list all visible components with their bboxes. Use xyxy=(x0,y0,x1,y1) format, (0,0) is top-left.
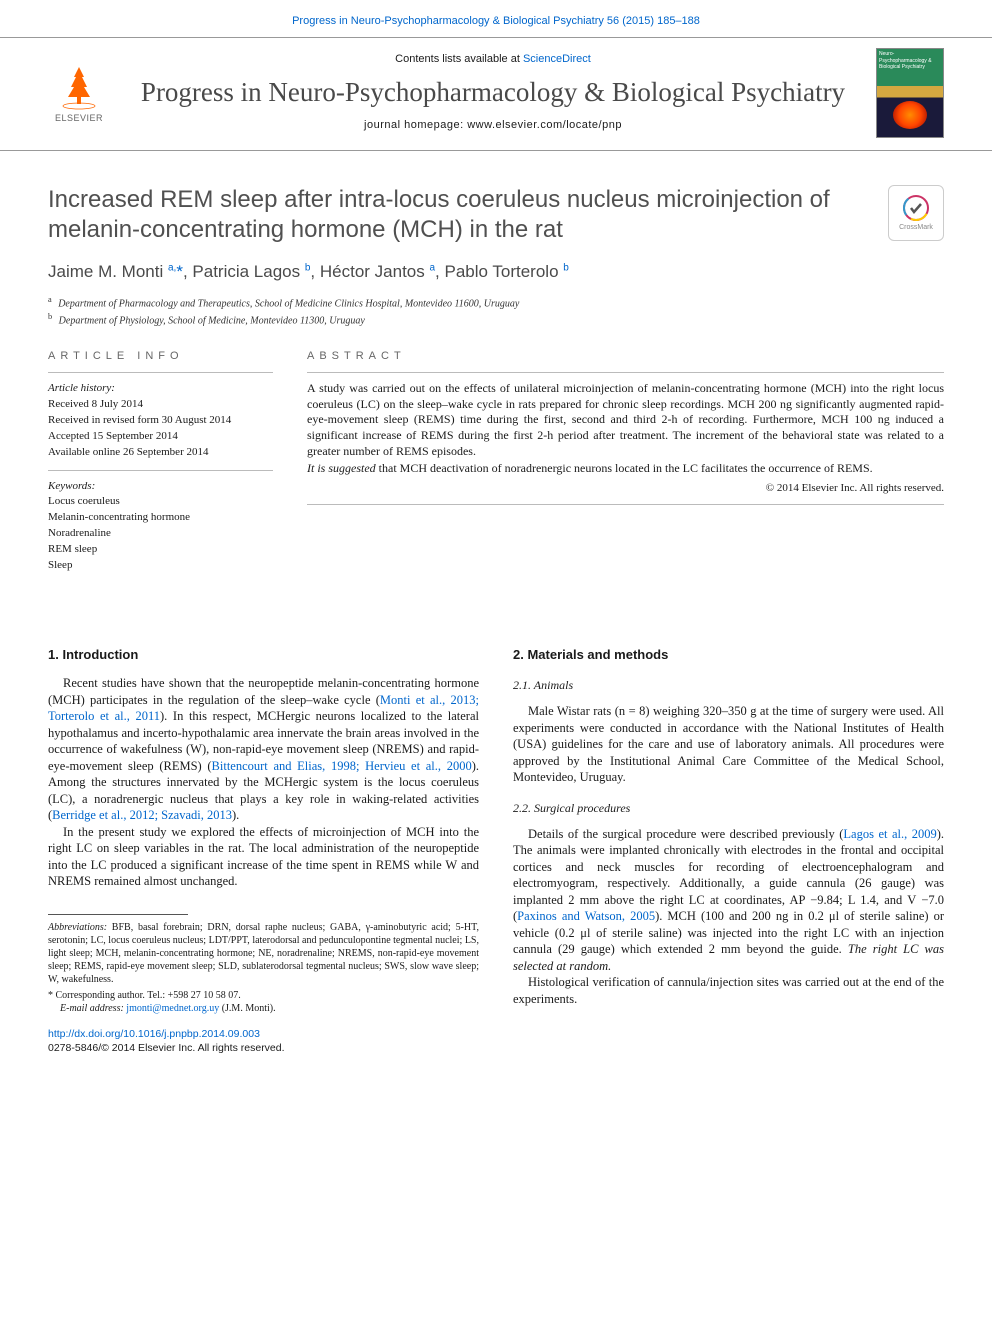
info-divider-top xyxy=(48,372,273,373)
footer: http://dx.doi.org/10.1016/j.pnpbp.2014.0… xyxy=(0,1015,992,1085)
homepage-prefix: journal homepage: xyxy=(364,119,467,131)
history-item: Received in revised form 30 August 2014 xyxy=(48,413,273,428)
abbrev-label: Abbreviations: xyxy=(48,922,107,933)
elsevier-label: ELSEVIER xyxy=(55,112,103,124)
citation-link[interactable]: Bittencourt and Elias, 1998; Hervieu et … xyxy=(212,759,472,773)
article-title: Increased REM sleep after intra-locus co… xyxy=(48,185,868,245)
corresponding-author-footnote: * Corresponding author. Tel.: +598 27 10… xyxy=(48,989,479,1002)
surgical-para-2: Histological verification of cannula/inj… xyxy=(513,974,944,1007)
abstract-para: A study was carried out on the effects o… xyxy=(307,381,944,459)
crossmark-label: CrossMark xyxy=(899,223,933,232)
affiliation-line: a Department of Pharmacology and Therape… xyxy=(48,294,944,311)
history-label: Article history: xyxy=(48,381,273,396)
text: Details of the surgical procedure were d… xyxy=(528,827,843,841)
citation-link[interactable]: Paxinos and Watson, 2005 xyxy=(517,909,655,923)
masthead-center: Contents lists available at ScienceDirec… xyxy=(128,52,858,133)
introduction-heading: 1. Introduction xyxy=(48,646,479,664)
intro-para-2: In the present study we explored the eff… xyxy=(48,824,479,890)
contents-line: Contents lists available at ScienceDirec… xyxy=(128,52,858,67)
crossmark-badge[interactable]: CrossMark xyxy=(888,185,944,241)
affiliation-line: b Department of Physiology, School of Me… xyxy=(48,311,944,328)
masthead: ELSEVIER Contents lists available at Sci… xyxy=(0,37,992,151)
keywords-label: Keywords: xyxy=(48,479,273,494)
right-column: 2. Materials and methods 2.1. Animals Ma… xyxy=(513,646,944,1015)
citation-link[interactable]: Lagos et al., 2009 xyxy=(843,827,936,841)
article-info-panel: ARTICLE INFO Article history: Received 8… xyxy=(48,349,273,573)
history-item: Available online 26 September 2014 xyxy=(48,445,273,460)
journal-name: Progress in Neuro-Psychopharmacology & B… xyxy=(128,77,858,108)
animals-para: Male Wistar rats (n = 8) weighing 320–35… xyxy=(513,703,944,786)
journal-reference-link: Progress in Neuro-Psychopharmacology & B… xyxy=(0,0,992,37)
methods-heading: 2. Materials and methods xyxy=(513,646,944,664)
issn-copyright: 0278-5846/© 2014 Elsevier Inc. All right… xyxy=(48,1042,285,1054)
keyword-item: Sleep xyxy=(48,558,273,573)
article-info-heading: ARTICLE INFO xyxy=(48,349,273,364)
history-item: Received 8 July 2014 xyxy=(48,397,273,412)
crossmark-icon xyxy=(901,193,931,223)
elsevier-logo: ELSEVIER xyxy=(48,58,110,128)
journal-homepage: journal homepage: www.elsevier.com/locat… xyxy=(128,118,858,133)
journal-cover-thumbnail: Neuro-Psychopharmacology & Biological Ps… xyxy=(876,48,944,138)
abstract-text: A study was carried out on the effects o… xyxy=(307,381,944,477)
email-suffix: (J.M. Monti). xyxy=(219,1003,275,1014)
footnote-divider xyxy=(48,914,188,915)
intro-para-1: Recent studies have shown that the neuro… xyxy=(48,675,479,824)
abstract-copyright: © 2014 Elsevier Inc. All rights reserved… xyxy=(307,481,944,496)
email-footnote: E-mail address: jmonti@mednet.org.uy (J.… xyxy=(48,1002,479,1015)
citation-link[interactable]: Berridge et al., 2012; Szavadi, 2013 xyxy=(52,808,232,822)
doi-link[interactable]: http://dx.doi.org/10.1016/j.pnpbp.2014.0… xyxy=(48,1028,260,1040)
contents-prefix: Contents lists available at xyxy=(395,53,523,65)
keyword-item: Locus coeruleus xyxy=(48,494,273,509)
text: ). xyxy=(232,808,239,822)
info-divider-mid xyxy=(48,470,273,471)
history-item: Accepted 15 September 2014 xyxy=(48,429,273,444)
journal-ref-anchor[interactable]: Progress in Neuro-Psychopharmacology & B… xyxy=(292,15,700,27)
email-label: E-mail address: xyxy=(60,1003,126,1014)
animals-subheading: 2.1. Animals xyxy=(513,677,944,693)
abstract-para: It is suggested that MCH deactivation of… xyxy=(307,461,944,477)
keyword-item: REM sleep xyxy=(48,542,273,557)
abstract-divider xyxy=(307,372,944,373)
surgical-para-1: Details of the surgical procedure were d… xyxy=(513,826,944,975)
affiliations: a Department of Pharmacology and Therape… xyxy=(48,294,944,328)
abstract-divider-bottom xyxy=(307,504,944,505)
email-link[interactable]: jmonti@mednet.org.uy xyxy=(126,1003,219,1014)
sciencedirect-link[interactable]: ScienceDirect xyxy=(523,53,591,65)
abstract-heading: ABSTRACT xyxy=(307,349,944,364)
abbreviations-footnote: Abbreviations: BFB, basal forebrain; DRN… xyxy=(48,921,479,986)
author-list: Jaime M. Monti a,*, Patricia Lagos b, Hé… xyxy=(48,261,944,284)
surgical-subheading: 2.2. Surgical procedures xyxy=(513,800,944,816)
keyword-item: Melanin-concentrating hormone xyxy=(48,510,273,525)
elsevier-tree-icon xyxy=(54,62,104,112)
abbrev-text: BFB, basal forebrain; DRN, dorsal raphe … xyxy=(48,922,479,985)
abstract-panel: ABSTRACT A study was carried out on the … xyxy=(307,349,944,573)
keyword-item: Noradrenaline xyxy=(48,526,273,541)
left-column: 1. Introduction Recent studies have show… xyxy=(48,646,479,1015)
cover-text: Neuro-Psychopharmacology & Biological Ps… xyxy=(879,51,932,71)
homepage-url: www.elsevier.com/locate/pnp xyxy=(467,119,622,131)
